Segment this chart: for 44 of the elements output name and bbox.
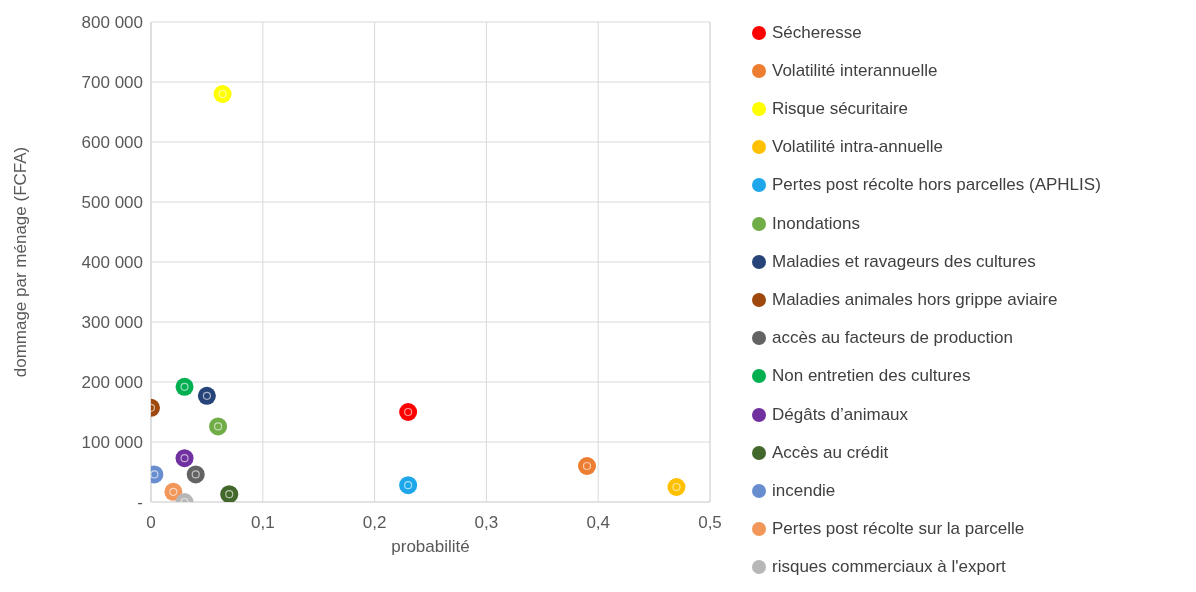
x-tick-label: 0,2 (362, 513, 387, 533)
point (220, 485, 239, 502)
y-tick-label: 200 000 (81, 373, 143, 393)
y-tick-label: 300 000 (81, 313, 143, 333)
legend-label: accès au facteurs de production (772, 328, 1013, 349)
legend-label: Maladies et ravageurs des cultures (772, 251, 1036, 272)
point (399, 476, 418, 495)
point (197, 386, 216, 405)
y-tick-label: 700 000 (81, 73, 143, 93)
legend-label: Pertes post récolte sur la parcelle (772, 519, 1025, 540)
x-tick-label: 0,1 (250, 513, 275, 533)
legend-label: Inondations (772, 213, 860, 234)
point (667, 478, 686, 496)
y-tick-label: 600 000 (81, 133, 143, 153)
point (209, 417, 228, 436)
legend-label: incendie (772, 480, 836, 501)
y-tick-label: 400 000 (81, 253, 143, 273)
legend-label: Non entretien des cultures (772, 366, 971, 387)
legend-label: Volatilité interannuelle (772, 60, 938, 81)
legend-label: Dégâts d’animaux (772, 404, 909, 425)
y-axis-title: dommage par ménage (FCFA) (11, 146, 31, 378)
x-tick-label: 0 (146, 513, 156, 533)
point (186, 465, 205, 484)
legend-label: Risque sécuritaire (772, 99, 909, 120)
legend-label: Pertes post récolte hors parcelles (APHLIS) (772, 175, 1101, 196)
legend-label: Volatilité intra-annuelle (772, 137, 944, 158)
y-tick-label: - (137, 493, 143, 513)
x-tick-label: 0,4 (586, 513, 611, 533)
y-tick-label: 500 000 (81, 193, 143, 213)
point (399, 403, 418, 421)
y-tick-label: 800 000 (81, 13, 143, 33)
legend-label: Sécheresse (772, 22, 862, 43)
legend-label: Maladies animales hors grippe aviaire (772, 290, 1058, 310)
x-axis-title: probabilité (391, 537, 470, 556)
legend-label: Accès au crédit (772, 442, 889, 463)
x-tick-label: 0,3 (474, 513, 499, 533)
point (175, 377, 194, 396)
point (578, 457, 597, 475)
point (164, 482, 183, 501)
point (213, 85, 232, 103)
x-tick-label: 0,5 (698, 513, 722, 533)
y-tick-label: 100 000 (81, 433, 143, 453)
point (175, 449, 194, 468)
legend-label: risques commerciaux à l'export (772, 557, 1006, 578)
